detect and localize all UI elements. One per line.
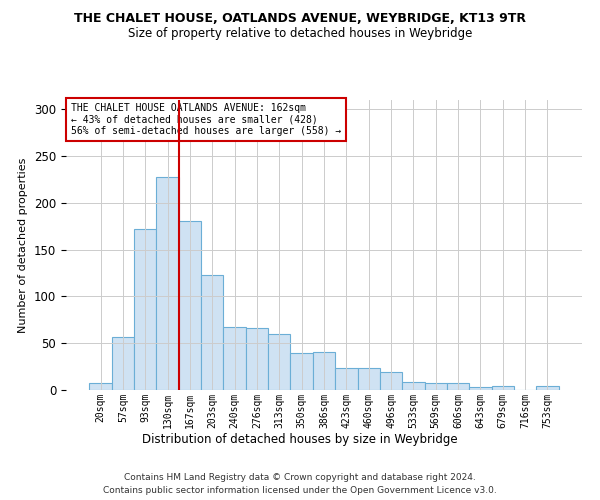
Bar (491, 386, 514, 390)
Bar (402, 382, 425, 390)
Bar (89, 384, 112, 390)
Bar (201, 275, 223, 390)
Bar (290, 352, 313, 390)
Y-axis label: Number of detached properties: Number of detached properties (19, 158, 28, 332)
Bar (313, 352, 335, 390)
Bar (134, 229, 157, 390)
Bar (268, 334, 290, 390)
Bar (335, 368, 358, 390)
Bar (536, 386, 559, 390)
Text: Distribution of detached houses by size in Weybridge: Distribution of detached houses by size … (142, 432, 458, 446)
Bar (179, 220, 201, 390)
Text: THE CHALET HOUSE OATLANDS AVENUE: 162sqm
← 43% of detached houses are smaller (4: THE CHALET HOUSE OATLANDS AVENUE: 162sqm… (71, 103, 341, 136)
Text: Contains HM Land Registry data © Crown copyright and database right 2024.: Contains HM Land Registry data © Crown c… (124, 472, 476, 482)
Bar (112, 336, 134, 390)
Bar (380, 372, 402, 390)
Bar (469, 387, 491, 390)
Text: Size of property relative to detached houses in Weybridge: Size of property relative to detached ho… (128, 28, 472, 40)
Bar (223, 328, 246, 390)
Text: THE CHALET HOUSE, OATLANDS AVENUE, WEYBRIDGE, KT13 9TR: THE CHALET HOUSE, OATLANDS AVENUE, WEYBR… (74, 12, 526, 26)
Bar (246, 328, 268, 390)
Text: Contains public sector information licensed under the Open Government Licence v3: Contains public sector information licen… (103, 486, 497, 495)
Bar (358, 368, 380, 390)
Bar (157, 176, 179, 390)
Bar (447, 382, 469, 390)
Bar (425, 382, 447, 390)
